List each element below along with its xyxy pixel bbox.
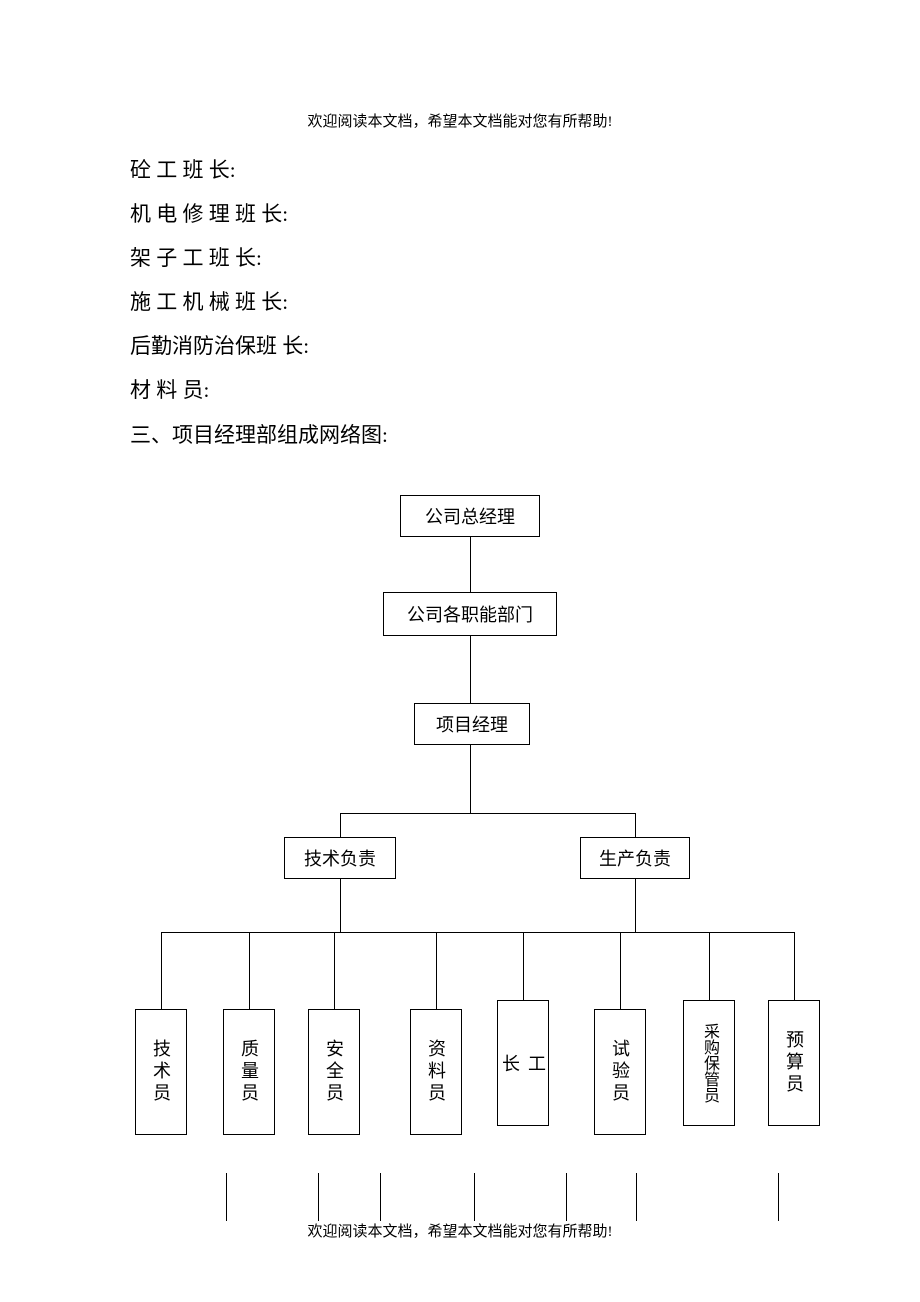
chart-node-label: 生产负责 (599, 845, 671, 871)
chart-connector (470, 636, 471, 703)
chart-connector (470, 537, 471, 592)
chart-node-n4: 技术负责 (284, 837, 396, 879)
chart-node-n8: 安全员 (308, 1009, 360, 1135)
chart-connector (709, 932, 710, 1000)
header-text: 欢迎阅读本文档，希望本文档能对您有所帮助! (0, 110, 920, 131)
chart-node-label: 质量员 (236, 1039, 262, 1105)
text-line-1: 砼 工 班 长: (130, 148, 388, 192)
chart-node-label: 试验员 (607, 1039, 633, 1105)
chart-node-label: 技术员 (148, 1039, 174, 1105)
chart-connector (161, 932, 162, 1009)
text-line-7: 三、项目经理部组成网络图: (130, 413, 388, 457)
chart-connector (566, 1173, 567, 1221)
chart-node-label: 技术负责 (304, 845, 376, 871)
text-line-3: 架 子 工 班 长: (130, 236, 388, 280)
chart-node-label: 工长 (497, 1001, 549, 1125)
chart-connector (380, 1173, 381, 1221)
chart-connector (340, 813, 635, 814)
footer-text: 欢迎阅读本文档，希望本文档能对您有所帮助! (0, 1220, 920, 1241)
text-line-4: 施 工 机 械 班 长: (130, 280, 388, 324)
chart-node-n2: 公司各职能部门 (383, 592, 557, 636)
chart-node-n3: 项目经理 (414, 703, 530, 745)
chart-node-label: 公司各职能部门 (407, 601, 533, 627)
chart-connector (635, 813, 636, 837)
chart-connector (249, 932, 250, 1009)
text-line-2: 机 电 修 理 班 长: (130, 192, 388, 236)
chart-connector (226, 1173, 227, 1221)
chart-node-label: 安全员 (321, 1039, 347, 1105)
chart-node-label: 资料员 (423, 1039, 449, 1105)
chart-node-n1: 公司总经理 (400, 495, 540, 537)
chart-connector (470, 745, 471, 813)
text-line-5: 后勤消防治保班 长: (130, 324, 388, 368)
chart-node-n9: 资料员 (410, 1009, 462, 1135)
chart-connector (340, 879, 341, 932)
chart-node-n7: 质量员 (223, 1009, 275, 1135)
chart-connector (340, 813, 341, 837)
chart-connector (794, 932, 795, 1000)
chart-connector (635, 879, 636, 932)
chart-connector (436, 932, 437, 1009)
text-line-6: 材 料 员: (130, 368, 388, 412)
chart-node-label: 项目经理 (436, 711, 508, 737)
chart-node-label: 预算员 (781, 1030, 807, 1096)
chart-node-n11: 试验员 (594, 1009, 646, 1135)
chart-node-n10: 工长 (497, 1000, 549, 1126)
chart-connector (474, 1173, 475, 1221)
chart-connector (318, 1173, 319, 1221)
chart-connector (636, 1173, 637, 1221)
chart-node-n5: 生产负责 (580, 837, 690, 879)
chart-connector (161, 932, 794, 933)
chart-connector (523, 932, 524, 1000)
chart-node-n12: 采购保管员 (683, 1000, 735, 1126)
chart-node-label: 采购保管员 (697, 1023, 721, 1103)
chart-node-n6: 技术员 (135, 1009, 187, 1135)
chart-node-label: 公司总经理 (425, 503, 515, 529)
chart-node-n13: 预算员 (768, 1000, 820, 1126)
chart-connector (778, 1173, 779, 1221)
chart-connector (620, 932, 621, 1009)
chart-connector (334, 932, 335, 1009)
org-chart: 公司总经理公司各职能部门项目经理技术负责 生产负责技术员 质量员 安全员 资料员 工长试验… (0, 495, 920, 1255)
text-lines-section: 砼 工 班 长: 机 电 修 理 班 长: 架 子 工 班 长: 施 工 机 械… (130, 148, 388, 457)
